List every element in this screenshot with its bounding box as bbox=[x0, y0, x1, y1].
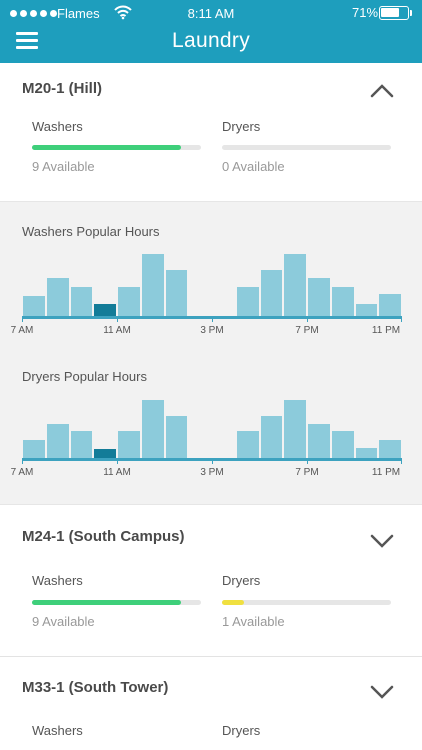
washers-label: Washers bbox=[32, 119, 83, 134]
battery-percent: 71% bbox=[352, 5, 379, 20]
dryers-label: Dryers bbox=[222, 119, 261, 134]
axis-tick bbox=[22, 458, 23, 464]
histogram-bar bbox=[141, 254, 164, 316]
popular-hours-panel: Washers Popular Hours 7 AM 11 AM 3 PM 7 PM 1… bbox=[0, 201, 422, 505]
location-header-m33[interactable]: M33-1 (South Tower) bbox=[0, 657, 422, 713]
histogram-bar bbox=[46, 277, 69, 316]
histogram-bar-current-hour bbox=[94, 303, 116, 316]
histogram-bar bbox=[284, 400, 306, 458]
histogram-bar bbox=[165, 415, 188, 458]
histogram-bar bbox=[23, 295, 45, 316]
histogram-bar bbox=[165, 269, 188, 316]
axis-tick-label: 11 AM bbox=[103, 325, 131, 336]
chevron-up-icon[interactable] bbox=[370, 83, 394, 99]
washers-label: Washers bbox=[32, 573, 83, 588]
carrier-name: Flames bbox=[57, 6, 100, 21]
histogram-bar bbox=[70, 431, 93, 458]
histogram-bar-current-hour bbox=[94, 449, 116, 458]
axis-tick bbox=[307, 458, 308, 464]
status-bar: Flames 8:11 AM 71% bbox=[0, 0, 422, 26]
location-name: M24-1 (South Campus) bbox=[22, 528, 185, 545]
signal-dots-icon bbox=[10, 10, 57, 17]
histogram-bar bbox=[308, 424, 330, 458]
histogram-bar bbox=[23, 439, 45, 458]
top-bar: Flames 8:11 AM 71% Laundry bbox=[0, 0, 422, 63]
histogram-bar bbox=[379, 294, 401, 316]
histogram-bar bbox=[308, 277, 330, 316]
histogram-bar bbox=[331, 286, 354, 316]
axis-tick-label: 3 PM bbox=[200, 467, 224, 478]
washers-label: Washers bbox=[32, 723, 83, 738]
histogram-bar bbox=[260, 269, 283, 316]
histogram-bar bbox=[70, 286, 93, 316]
axis-tick-label: 7 PM bbox=[295, 325, 319, 336]
dryers-popular-chart bbox=[22, 399, 402, 458]
histogram-bar bbox=[331, 431, 354, 458]
histogram-bar bbox=[236, 286, 259, 316]
washers-availability-bar bbox=[32, 600, 201, 605]
histogram-bar bbox=[236, 431, 259, 458]
histogram-bar bbox=[141, 400, 164, 458]
histogram-bar bbox=[46, 424, 69, 458]
section-divider bbox=[0, 656, 422, 657]
battery-icon bbox=[379, 6, 409, 20]
axis-tick bbox=[401, 458, 402, 464]
washers-availability: 9 Available bbox=[32, 159, 95, 174]
washers-availability-bar bbox=[32, 145, 201, 150]
axis-tick-label: 11 PM bbox=[371, 467, 401, 478]
histogram-bar bbox=[355, 303, 378, 316]
histogram-bar bbox=[379, 439, 401, 458]
washers-popular-title: Washers Popular Hours bbox=[22, 224, 160, 239]
axis-tick bbox=[212, 316, 213, 322]
axis-tick bbox=[307, 316, 308, 322]
dryers-availability-bar bbox=[222, 145, 391, 150]
histogram-bar bbox=[118, 431, 140, 458]
location-name: M33-1 (South Tower) bbox=[22, 679, 169, 696]
axis-tick bbox=[212, 458, 213, 464]
histogram-bar bbox=[260, 415, 283, 458]
axis-tick-label: 7 AM bbox=[10, 325, 34, 336]
hamburger-icon[interactable] bbox=[16, 32, 38, 50]
dryers-label: Dryers bbox=[222, 723, 261, 738]
status-time: 8:11 AM bbox=[187, 6, 235, 21]
axis-tick-label: 7 PM bbox=[295, 467, 319, 478]
page-title: Laundry bbox=[172, 29, 250, 52]
axis-tick bbox=[22, 316, 23, 322]
histogram-bar bbox=[355, 447, 378, 458]
chevron-down-icon[interactable] bbox=[370, 684, 394, 700]
axis-tick-label: 7 AM bbox=[10, 467, 34, 478]
axis-tick bbox=[401, 316, 402, 322]
axis-tick-label: 3 PM bbox=[200, 325, 224, 336]
location-header-m20[interactable]: M20-1 (Hill) bbox=[0, 63, 422, 118]
dryers-label: Dryers bbox=[222, 573, 261, 588]
dryers-popular-title: Dryers Popular Hours bbox=[22, 369, 147, 384]
histogram-bar bbox=[284, 254, 306, 316]
axis-tick bbox=[117, 316, 118, 322]
dryers-availability: 0 Available bbox=[222, 159, 285, 174]
axis-tick-label: 11 AM bbox=[103, 467, 131, 478]
dryers-availability: 1 Available bbox=[222, 614, 285, 629]
location-name: M20-1 (Hill) bbox=[22, 80, 103, 97]
washers-availability: 9 Available bbox=[32, 614, 95, 629]
dryers-availability-bar bbox=[222, 600, 391, 605]
location-header-m24[interactable]: M24-1 (South Campus) bbox=[0, 506, 422, 562]
washers-popular-chart bbox=[22, 254, 402, 316]
battery-tip bbox=[410, 10, 412, 16]
axis-tick-label: 11 PM bbox=[371, 325, 401, 336]
axis-tick bbox=[117, 458, 118, 464]
chevron-down-icon[interactable] bbox=[370, 533, 394, 549]
wifi-icon bbox=[114, 5, 132, 20]
histogram-bar bbox=[118, 286, 140, 316]
